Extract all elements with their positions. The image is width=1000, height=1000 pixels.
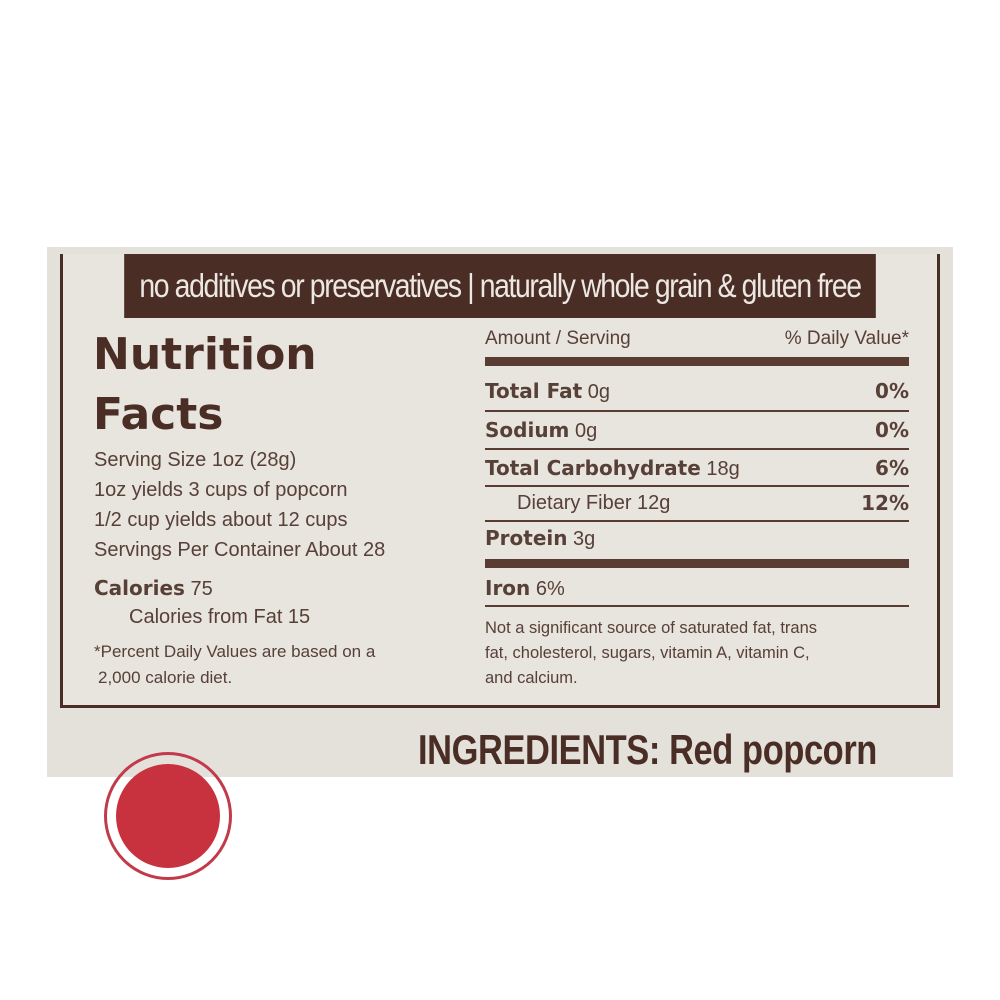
nutrition-facts-panel: no additives or preservatives | naturall…: [60, 254, 940, 708]
note-line2: fat, cholesterol, sugars, vitamin A, vit…: [485, 644, 810, 662]
iron-value: 6%: [530, 578, 565, 600]
thick-divider: [485, 559, 909, 568]
note-line3: and calcium.: [485, 669, 578, 687]
divider: [485, 520, 909, 522]
claims-banner: no additives or preservatives | naturall…: [124, 254, 876, 318]
ingredients: INGREDIENTS: Red popcorn: [418, 726, 877, 773]
nutrient-dv: 6%: [875, 456, 909, 480]
serving-size: Serving Size 1oz (28g): [94, 449, 297, 471]
note-line1: Not a significant source of saturated fa…: [485, 619, 818, 637]
yield-line-1: 1oz yields 3 cups of popcorn: [94, 479, 348, 501]
nutrient-name: Total Fat: [485, 379, 583, 403]
nutrient-name: Total Carbohydrate: [485, 456, 701, 480]
nutrient-dv: 0%: [875, 379, 909, 403]
nutrient-row-protein: Protein 3g: [485, 521, 909, 555]
divider: [485, 605, 909, 607]
nutrient-dv: 0%: [875, 418, 909, 442]
nutrient-row-iron: Iron 6%: [485, 571, 909, 605]
amount-per-serving-header: Amount / Serving: [485, 328, 631, 349]
nutrient-row-dietary-fiber: Dietary Fiber 12g 12%: [485, 486, 909, 520]
nutrition-title-line1: Nutrition: [93, 329, 317, 380]
calories: Calories 75: [94, 576, 213, 601]
nutrient-amount: 0g: [582, 381, 610, 403]
calories-label: Calories: [94, 576, 185, 600]
nutrient-amount: 3g: [567, 528, 596, 550]
daily-value-header: % Daily Value*: [784, 328, 909, 349]
nutrient-amount: 0g: [569, 420, 598, 442]
divider: [485, 448, 909, 450]
footnote-line2: 2,000 calorie diet.: [98, 668, 233, 687]
nutrient-row-total-carbohydrate: Total Carbohydrate 18g 6%: [485, 451, 909, 485]
divider: [485, 485, 909, 487]
nutrient-amount: Dietary Fiber 12g: [517, 492, 671, 514]
divider: [485, 410, 909, 412]
nutrient-amount: 18g: [700, 458, 740, 480]
nutrient-row-total-fat: Total Fat 0g 0%: [485, 374, 909, 408]
nutrient-row-sodium: Sodium 0g 0%: [485, 413, 909, 447]
nutrient-name: Protein: [485, 526, 568, 550]
red-seal-logo: [104, 752, 232, 880]
nutrition-title-line2: Facts: [93, 389, 224, 440]
red-seal-logo-fill: [116, 764, 220, 868]
servings-per-container: Servings Per Container About 28: [94, 539, 386, 561]
iron-label: Iron: [485, 576, 531, 600]
calories-value: 75: [184, 578, 213, 600]
yield-line-2: 1/2 cup yields about 12 cups: [94, 509, 348, 531]
calories-from-fat: Calories from Fat 15: [129, 606, 311, 628]
nutrient-name: Sodium: [485, 418, 570, 442]
thick-divider: [485, 357, 909, 366]
nutrient-dv: 12%: [861, 491, 909, 515]
footnote-line1: *Percent Daily Values are based on a: [94, 642, 376, 661]
